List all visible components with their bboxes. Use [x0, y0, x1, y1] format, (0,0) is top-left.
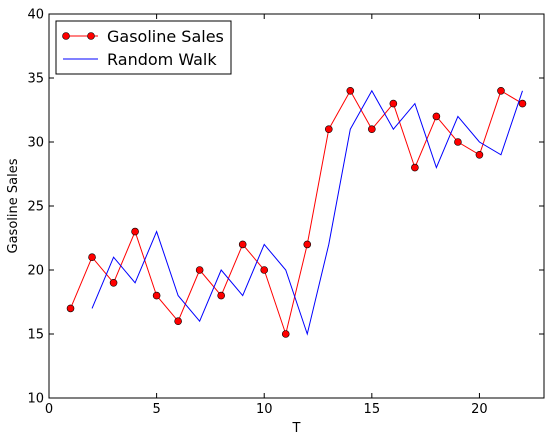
x-tick-label: 15: [364, 402, 381, 417]
series-line-random-walk: [91, 89, 523, 336]
data-point: [346, 87, 355, 95]
data-point: [88, 253, 96, 262]
x-tick-label: 20: [471, 402, 488, 417]
y-tick-label: 35: [27, 72, 44, 87]
x-tick-label: 0: [45, 402, 53, 417]
legend-box: [55, 20, 232, 75]
legend-marker: [62, 32, 70, 40]
x-tick-label: 5: [152, 402, 160, 417]
data-point: [454, 138, 462, 146]
y-tick-label: 20: [27, 264, 44, 279]
legend-item-gasoline-sales: Gasoline Sales: [62, 27, 224, 46]
data-point: [432, 112, 441, 121]
data-point: [411, 163, 419, 172]
legend-label: Random Walk: [107, 50, 217, 69]
series-layer: [66, 87, 527, 338]
data-point: [368, 125, 376, 133]
data-point: [389, 99, 398, 108]
series-random-walk: [91, 89, 523, 336]
data-point: [475, 151, 484, 159]
data-point: [518, 99, 527, 108]
y-tick-label: 40: [27, 8, 44, 23]
y-tick-label: 30: [27, 136, 44, 151]
plot-area: [49, 14, 544, 398]
data-point: [238, 240, 247, 249]
x-axis-label: T: [292, 421, 301, 436]
data-point: [174, 317, 182, 326]
axis-ticks: 0 5 10 15 20 10 15 20 25 30 35 40: [27, 8, 544, 417]
plot-frame: [48, 13, 545, 399]
y-tick-label: 25: [27, 200, 44, 215]
legend-item-random-walk: Random Walk: [63, 50, 217, 69]
y-tick-label: 10: [27, 392, 44, 407]
data-point: [281, 330, 290, 338]
data-point: [195, 266, 204, 274]
data-point: [260, 266, 269, 274]
data-point: [66, 304, 75, 313]
data-point: [152, 291, 161, 300]
series-line-gasoline-sales: [70, 89, 523, 336]
data-point: [217, 291, 225, 300]
data-point: [109, 278, 118, 287]
data-point: [303, 240, 312, 249]
y-axis-label: Gasoline Sales: [6, 158, 21, 253]
legend: Gasoline Sales Random Walk: [55, 20, 232, 75]
y-tick-label: 15: [27, 328, 44, 343]
data-point: [497, 87, 505, 95]
legend-label: Gasoline Sales: [107, 27, 224, 46]
x-tick-label: 10: [256, 402, 273, 417]
series-gasoline-sales: [66, 87, 527, 338]
legend-marker: [87, 32, 95, 40]
data-point: [324, 125, 333, 133]
data-point: [131, 227, 139, 236]
